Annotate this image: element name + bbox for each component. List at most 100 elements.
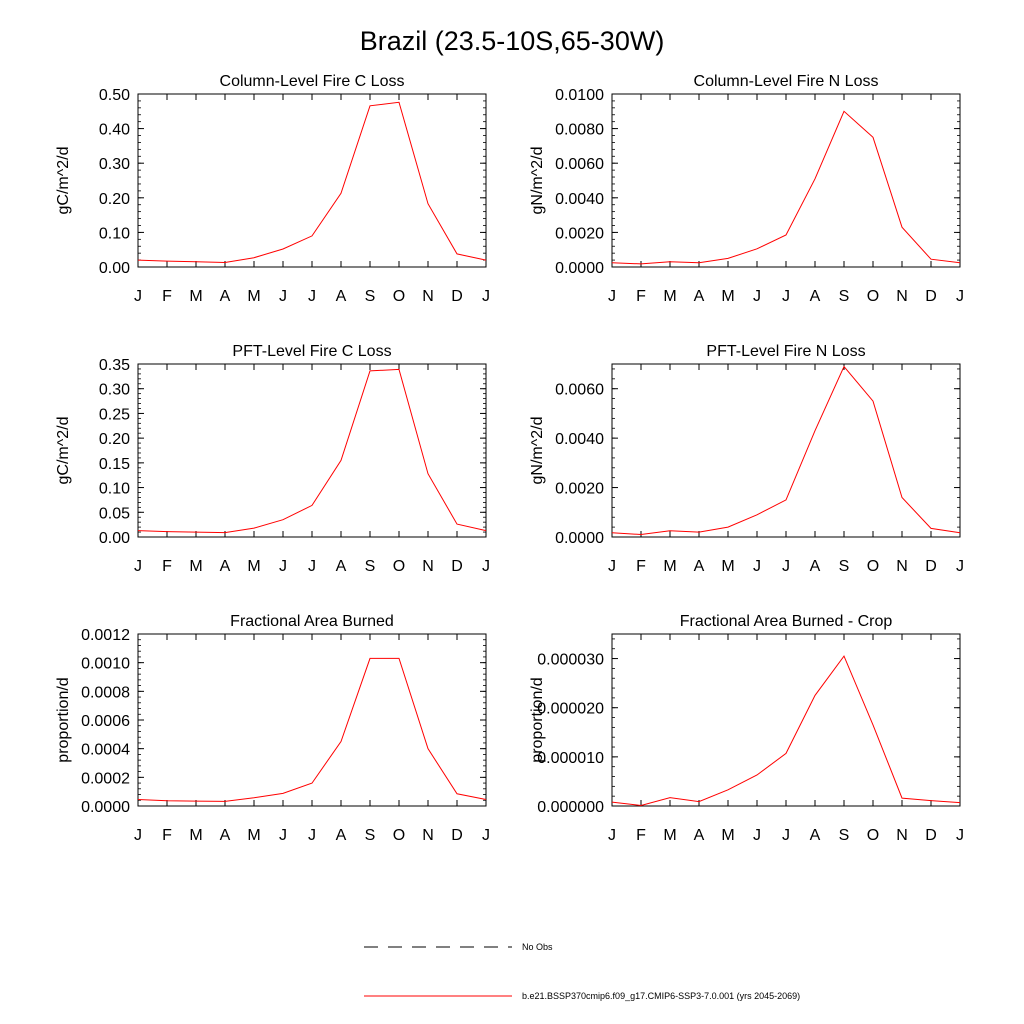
y-tick-label: 0.40 (99, 122, 130, 139)
x-tick-label: J (608, 558, 616, 575)
x-tick-label: A (336, 558, 347, 575)
y-tick-label: 0.0040 (555, 431, 604, 448)
panel-title: PFT-Level Fire N Loss (706, 343, 865, 360)
x-tick-label: S (839, 558, 850, 575)
y-tick-label: 0.0006 (81, 713, 130, 730)
y-tick-label: 0.30 (99, 156, 130, 173)
y-tick-label: 0.50 (99, 87, 130, 104)
x-tick-label: J (482, 558, 490, 575)
x-tick-label: M (663, 288, 676, 305)
y-tick-label: 0.000020 (537, 701, 604, 718)
y-tick-label: 0.0100 (555, 87, 604, 104)
x-tick-label: S (365, 827, 376, 844)
plot-frame (611, 93, 961, 268)
y-tick-label: 0.0060 (555, 156, 604, 173)
x-tick-label: M (663, 558, 676, 575)
x-tick-label: J (782, 827, 790, 844)
x-tick-label: N (422, 558, 434, 575)
x-tick-label: J (782, 558, 790, 575)
x-tick-label: O (867, 288, 879, 305)
panel-title: Column-Level Fire N Loss (694, 73, 879, 90)
x-tick-label: M (721, 827, 734, 844)
x-tick-label: N (896, 827, 908, 844)
x-tick-label: A (694, 288, 705, 305)
x-tick-label: N (422, 827, 434, 844)
x-tick-label: D (451, 558, 463, 575)
y-tick-label: 0.00 (99, 530, 130, 547)
y-tick-label: 0.000030 (537, 652, 604, 669)
y-tick-label: 0.0060 (555, 382, 604, 399)
panel-title: Column-Level Fire C Loss (220, 73, 405, 90)
series-line-pft-level-fire-c-loss (137, 368, 487, 534)
y-tick-label: 0.0020 (555, 225, 604, 242)
y-tick-label: 0.0000 (81, 799, 130, 816)
y-axis-label: gC/m^2/d (55, 147, 72, 215)
x-tick-label: J (279, 558, 287, 575)
x-tick-label: A (336, 827, 347, 844)
x-tick-label: A (694, 827, 705, 844)
y-tick-label: 0.0010 (81, 656, 130, 673)
x-tick-label: S (365, 558, 376, 575)
x-tick-label: O (867, 558, 879, 575)
x-tick-label: F (162, 558, 172, 575)
y-tick-label: 0.0080 (555, 122, 604, 139)
x-tick-label: D (925, 827, 937, 844)
legend-label-model-run: b.e21.BSSP370cmip6.f09_g17.CMIP6-SSP3-7.… (522, 991, 800, 1001)
x-tick-label: A (220, 827, 231, 844)
y-axis-label: proportion/d (55, 677, 72, 762)
x-tick-label: D (925, 558, 937, 575)
x-tick-label: M (189, 288, 202, 305)
x-tick-label: J (134, 558, 142, 575)
x-tick-label: F (162, 827, 172, 844)
y-tick-label: 0.10 (99, 225, 130, 242)
x-tick-label: J (608, 827, 616, 844)
y-tick-label: 0.20 (99, 191, 130, 208)
x-tick-label: A (810, 827, 821, 844)
x-tick-label: J (482, 827, 490, 844)
x-tick-label: J (279, 827, 287, 844)
x-tick-label: J (308, 558, 316, 575)
x-tick-label: D (925, 288, 937, 305)
y-tick-label: 0.35 (99, 357, 130, 374)
y-tick-label: 0.30 (99, 382, 130, 399)
x-tick-label: J (608, 288, 616, 305)
plot-frame (611, 633, 961, 807)
x-tick-label: J (753, 827, 761, 844)
x-tick-label: S (839, 288, 850, 305)
y-axis-label: proportion/d (529, 677, 546, 762)
x-tick-label: J (134, 827, 142, 844)
y-tick-label: 0.05 (99, 505, 130, 522)
x-tick-label: S (839, 827, 850, 844)
x-tick-label: M (189, 558, 202, 575)
x-tick-label: M (189, 827, 202, 844)
y-tick-label: 0.10 (99, 481, 130, 498)
y-tick-label: 0.0008 (81, 684, 130, 701)
y-axis-label: gN/m^2/d (529, 147, 546, 215)
x-tick-label: M (721, 288, 734, 305)
y-tick-label: 0.0002 (81, 770, 130, 787)
series-line-pft-level-fire-n-loss (611, 365, 961, 536)
x-tick-label: A (220, 558, 231, 575)
y-tick-label: 0.000000 (537, 799, 604, 816)
x-tick-label: A (220, 288, 231, 305)
y-tick-label: 0.0040 (555, 191, 604, 208)
x-tick-label: J (753, 288, 761, 305)
y-tick-label: 0.15 (99, 456, 130, 473)
x-tick-label: A (810, 288, 821, 305)
y-tick-label: 0.000010 (537, 750, 604, 767)
x-tick-label: J (308, 288, 316, 305)
x-tick-label: J (753, 558, 761, 575)
series-line-column-level-fire-c-loss (137, 101, 487, 264)
plot-frame (137, 633, 487, 807)
x-tick-label: F (636, 558, 646, 575)
x-tick-label: N (422, 288, 434, 305)
plot-frame (611, 363, 961, 538)
x-tick-label: J (782, 288, 790, 305)
x-tick-label: D (451, 827, 463, 844)
x-tick-label: O (393, 827, 405, 844)
y-tick-label: 0.0000 (555, 260, 604, 277)
